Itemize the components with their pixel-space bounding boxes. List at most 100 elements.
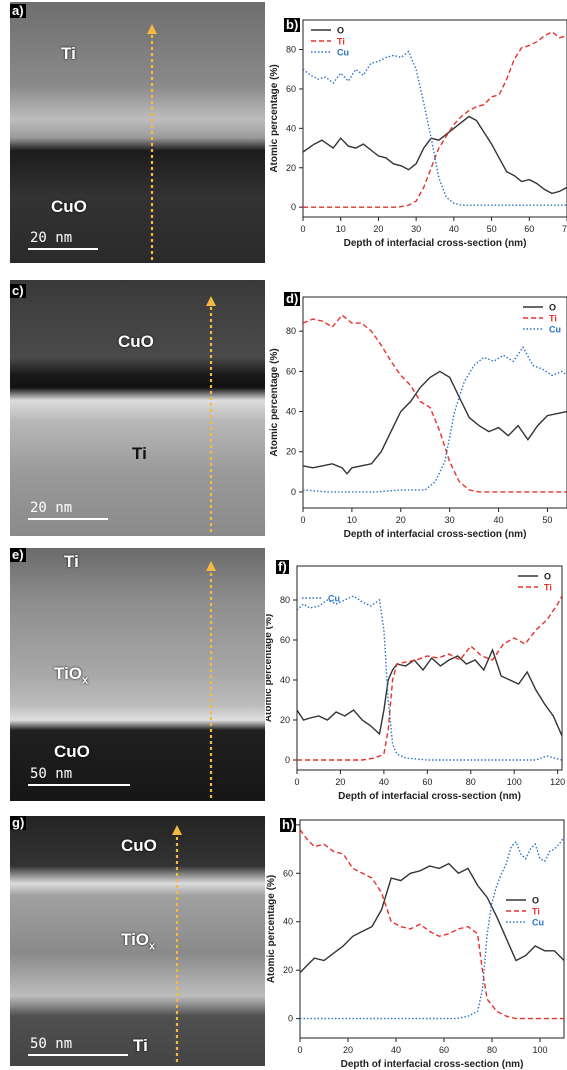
y-tick-label: 20 [280, 715, 290, 725]
y-tick-label: 0 [291, 487, 296, 497]
x-tick-label: 70 [562, 224, 567, 234]
figure-row-4: g) CuO TiOx Ti 50 nm 0 20 40 60 80 100 0 20 40 60… [0, 812, 567, 1070]
x-axis-label: Depth of interfacial cross-section (nm) [341, 1059, 524, 1070]
y-tick-label: 60 [286, 84, 296, 94]
plot-frame [302, 19, 567, 218]
y-tick-label: 20 [286, 163, 296, 173]
x-tick-label: 10 [347, 515, 357, 525]
material-label-tiox: TiOx [54, 664, 89, 687]
legend-label-ti: Ti [544, 583, 552, 593]
x-tick-label: 30 [445, 515, 455, 525]
legend-label-cu: Cu [532, 918, 544, 928]
x-tick-label: 40 [449, 224, 459, 234]
y-tick-label: 80 [286, 45, 296, 55]
material-label-cuo: CuO [51, 197, 87, 216]
line-chart-h: 020406080100020406080Depth of interfacia… [266, 819, 565, 1070]
legend-label-cu: Cu [337, 48, 349, 58]
line-chart-d: 0 10 20 30 40 50 0 20 40 60 80 Depth of interfacial… [269, 296, 567, 540]
legend-label-o: O [532, 896, 539, 906]
x-axis-label: Depth of interfacial cross-section (nm) [344, 238, 527, 249]
x-tick-label: 10 [336, 224, 346, 234]
tem-image-g: g) CuO TiOx Ti 50 nm [10, 816, 265, 1066]
series-line-o [297, 648, 562, 737]
legend-label-ti: Ti [337, 37, 345, 47]
y-tick-label: 80 [286, 326, 296, 336]
y-tick-label: 0 [288, 1014, 293, 1024]
x-tick-label: 0 [297, 1045, 302, 1055]
tem-micrograph [10, 2, 265, 263]
x-tick-label: 20 [373, 224, 383, 234]
scale-bar-label: 20 nm [30, 230, 73, 246]
chart-d: 0 10 20 30 40 50 0 20 40 60 80 Depth of interfacial… [266, 280, 567, 540]
legend-label-ti: Ti [549, 314, 557, 324]
material-label-cuo: CuO [121, 836, 157, 855]
panel-label: e) [10, 548, 26, 562]
x-tick-label: 20 [343, 1045, 353, 1055]
plot-frame [296, 565, 563, 771]
x-tick-label: 50 [542, 515, 552, 525]
y-tick-label: 40 [286, 407, 296, 417]
x-tick-label: 30 [411, 224, 421, 234]
series-line-cu [297, 595, 562, 761]
y-tick-label: 0 [291, 202, 296, 212]
figure-row-1: a) Ti CuO 20 nm 010203040506070020406080… [0, 0, 567, 268]
y-tick-label: 80 [280, 595, 290, 605]
material-label-ti: Ti [64, 552, 79, 571]
y-tick-label: 0 [285, 755, 290, 765]
chart-b: 0 10 20 30 40 50 60 70 0 20 40 60 80 Depth of interfa… [266, 2, 567, 266]
y-tick-label: 20 [286, 447, 296, 457]
series-line-ti [300, 829, 564, 1020]
panel-label: d) [284, 291, 301, 306]
x-tick-label: 50 [487, 224, 497, 234]
legend-label-o: O [337, 26, 344, 36]
x-tick-label: 20 [335, 777, 345, 787]
tem-micrograph [10, 280, 265, 536]
y-tick-label: 40 [280, 675, 290, 685]
plot-frame [299, 819, 565, 1039]
scale-bar-label: 50 nm [30, 766, 73, 782]
x-tick-label: 20 [396, 515, 406, 525]
y-axis-label: Atomic percentage (%) [269, 348, 280, 456]
scale-bar-label: 20 nm [30, 500, 73, 516]
x-tick-label: 100 [532, 1045, 547, 1055]
chart-h: 020406080100020406080Depth of interfacia… [266, 816, 567, 1070]
plot-frame [302, 296, 567, 509]
legend-label-o: O [544, 572, 551, 582]
scale-bar [28, 518, 108, 520]
y-tick-label: 40 [283, 917, 293, 927]
x-axis-label: Depth of interfacial cross-section (nm) [338, 791, 521, 802]
x-tick-label: 60 [524, 224, 534, 234]
y-tick-label: 40 [286, 123, 296, 133]
series-line-cu [303, 50, 567, 206]
series-line-ti [303, 314, 567, 493]
legend-label-cu: Cu [549, 325, 561, 335]
panel-label: h) [280, 817, 297, 832]
series-line-o [300, 862, 564, 974]
y-axis-label: Atomic percentage (%) [269, 64, 280, 172]
y-axis-label: Atomic percentage (%) [266, 614, 274, 722]
series-line-cu [303, 345, 567, 493]
x-axis-label: Depth of interfacial cross-section (nm) [344, 529, 527, 540]
scale-bar-label: 50 nm [30, 1036, 73, 1052]
tem-micrograph [10, 548, 265, 801]
series-line-o [303, 370, 567, 475]
scale-bar [28, 1054, 128, 1056]
tem-image-c: c) CuO Ti 20 nm [10, 280, 265, 536]
legend-label-o: O [549, 303, 556, 313]
x-tick-label: 80 [487, 1045, 497, 1055]
y-tick-label: 60 [283, 868, 293, 878]
tem-micrograph [10, 816, 265, 1066]
line-chart-f: 0 20 40 60 80 100 120 0 20 40 60 80 Depth of interfa… [266, 565, 565, 802]
tem-image-e: e) Ti TiOx CuO 50 nm [10, 548, 265, 801]
x-tick-label: 60 [422, 777, 432, 787]
panel-label: a) [10, 3, 26, 18]
x-tick-label: 60 [439, 1045, 449, 1055]
x-tick-label: 0 [294, 777, 299, 787]
panel-label: c) [10, 283, 26, 298]
x-tick-label: 100 [507, 777, 522, 787]
panel-label: g) [10, 816, 27, 830]
material-label-tiox: TiOx [121, 930, 156, 953]
scale-bar [28, 784, 130, 786]
series-line-ti [303, 30, 567, 208]
legend-label-cu: Cu [328, 594, 340, 604]
